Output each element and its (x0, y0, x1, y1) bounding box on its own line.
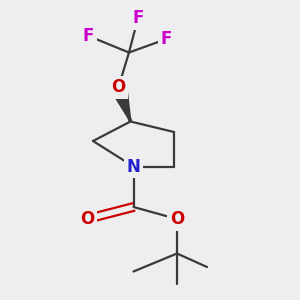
Text: F: F (161, 30, 172, 48)
Text: O: O (170, 210, 184, 228)
Text: O: O (80, 210, 94, 228)
Text: N: N (127, 158, 140, 175)
Text: O: O (111, 78, 126, 96)
Polygon shape (111, 84, 131, 122)
Text: F: F (83, 27, 94, 45)
Text: F: F (132, 9, 144, 27)
Polygon shape (118, 87, 132, 122)
